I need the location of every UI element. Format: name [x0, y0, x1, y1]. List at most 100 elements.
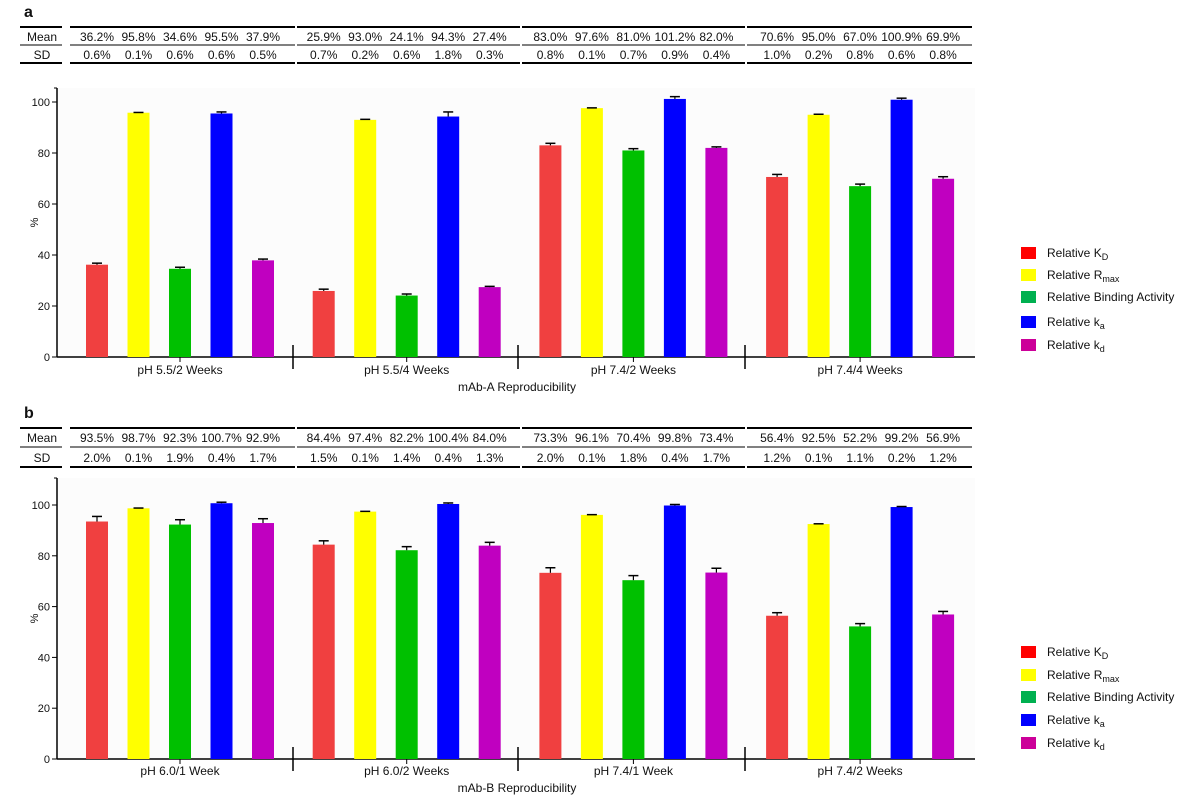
bar: [86, 264, 108, 357]
y-tick-label: 80: [38, 148, 50, 160]
table-sd-value: 0.7%: [620, 48, 648, 62]
legend-label-text: Relative k: [1047, 338, 1101, 352]
bar: [478, 545, 501, 759]
x-axis-title: mAb-B Reproducibility: [458, 781, 577, 795]
legend-label: Relative Rmax: [1047, 668, 1120, 684]
table-mean-value: 93.0%: [348, 30, 382, 44]
bar: [890, 99, 913, 357]
table-sd-value: 0.6%: [166, 48, 194, 62]
legend-label-text: Relative R: [1047, 268, 1103, 282]
legend-swatch: [1021, 269, 1036, 281]
table-mean-value: 94.3%: [431, 30, 465, 44]
table-mean-value: 92.3%: [163, 431, 197, 445]
table-sd-value: 0.2%: [888, 451, 916, 465]
table-mean-value: 73.4%: [699, 431, 733, 445]
legend-label-text: Relative k: [1047, 315, 1101, 329]
legend-swatch: [1021, 669, 1036, 681]
legend-swatch: [1021, 737, 1036, 749]
table-sd-value: 0.3%: [476, 48, 504, 62]
table-mean-value: 56.4%: [760, 431, 794, 445]
bar: [849, 186, 872, 357]
bar: [766, 176, 789, 357]
bar: [663, 505, 686, 759]
legend-label-subscript: D: [1102, 252, 1109, 262]
table-sd-value: 1.7%: [249, 451, 277, 465]
table-mean-value: 69.9%: [926, 30, 960, 44]
table-sd-value: 1.4%: [393, 451, 421, 465]
table-sd-value: 2.0%: [83, 451, 111, 465]
table-sd-value: 0.1%: [352, 451, 380, 465]
legend-swatch: [1021, 714, 1036, 726]
legend-label: Relative Binding Activity: [1047, 690, 1174, 704]
category-label: pH 5.5/2 Weeks: [137, 363, 222, 377]
legend-swatch: [1021, 247, 1036, 259]
table-sd-value: 0.2%: [352, 48, 380, 62]
table-sd-value: 0.1%: [805, 451, 833, 465]
table-sd-value: 0.7%: [310, 48, 338, 62]
bar: [807, 524, 830, 759]
table-mean-value: 96.1%: [575, 431, 609, 445]
legend: Relative KD Relative Rmax Relative Binding…: [1021, 246, 1174, 354]
table-sd-value: 0.5%: [249, 48, 277, 62]
legend-label-text: Relative R: [1047, 668, 1103, 682]
table-mean-value: 84.4%: [307, 431, 341, 445]
bar: [766, 615, 789, 759]
legend-swatch: [1021, 646, 1036, 658]
table-row-label-mean: Mean: [27, 431, 57, 445]
table-mean-value: 83.0%: [533, 30, 567, 44]
table-row-label-sd: SD: [34, 451, 51, 465]
category-label: pH 6.0/2 Weeks: [364, 764, 449, 778]
legend-label: Relative ka: [1047, 713, 1105, 729]
bar: [252, 523, 274, 759]
bar: [932, 614, 955, 759]
table-mean-value: 52.2%: [843, 431, 877, 445]
bar: [395, 550, 418, 759]
bar: [539, 145, 562, 357]
bar: [849, 626, 872, 759]
legend-swatch: [1021, 691, 1036, 703]
table-sd-value: 0.8%: [929, 48, 957, 62]
table-sd-value: 0.8%: [537, 48, 565, 62]
legend-label-text: Relative Binding Activity: [1047, 690, 1174, 704]
table-sd-value: 0.6%: [83, 48, 111, 62]
y-tick-label: 100: [32, 97, 50, 109]
table-mean-value: 95.8%: [121, 30, 155, 44]
table-sd-value: 0.4%: [208, 451, 236, 465]
table-sd-value: 1.2%: [763, 451, 791, 465]
table-sd-value: 0.9%: [661, 48, 689, 62]
table-sd-value: 1.1%: [846, 451, 874, 465]
panel-b: b Mean SD 93.5% 2.0% 98.7% 0.1% 92.3% 1.9% 100.7%…: [20, 405, 1174, 795]
y-tick-label: 20: [38, 301, 50, 313]
plot-area: [58, 478, 975, 759]
table-sd-value: 0.6%: [393, 48, 421, 62]
table-sd-value: 1.3%: [476, 451, 504, 465]
bar: [210, 503, 233, 759]
legend-label-subscript: max: [1102, 274, 1120, 284]
table-sd-value: 0.1%: [578, 48, 606, 62]
table-mean-value: 92.5%: [802, 431, 836, 445]
table-sd-value: 1.5%: [310, 451, 338, 465]
table-sd-value: 0.6%: [888, 48, 916, 62]
table-sd-value: 0.8%: [846, 48, 874, 62]
legend-label-text: Relative k: [1047, 713, 1101, 727]
y-tick-label: 60: [38, 199, 50, 211]
table-mean-value: 100.4%: [428, 431, 469, 445]
y-tick-label: 0: [44, 754, 50, 766]
table-sd-value: 1.9%: [166, 451, 194, 465]
x-axis-title: mAb-A Reproducibility: [458, 380, 576, 394]
table-sd-value: 0.2%: [805, 48, 833, 62]
table-row-label-sd: SD: [34, 48, 51, 62]
y-tick-label: 20: [38, 703, 50, 715]
legend-label-subscript: max: [1102, 674, 1120, 684]
table-mean-value: 95.0%: [802, 30, 836, 44]
table-sd-value: 0.6%: [208, 48, 236, 62]
table-mean-value: 95.5%: [204, 30, 238, 44]
table-mean-value: 97.6%: [575, 30, 609, 44]
legend-label: Relative KD: [1047, 246, 1109, 262]
bar: [127, 508, 150, 759]
table-mean-value: 99.8%: [658, 431, 692, 445]
y-tick-label: 100: [32, 500, 50, 512]
category-label: pH 6.0/1 Week: [140, 764, 220, 778]
table-mean-value: 82.0%: [699, 30, 733, 44]
stats-table: Mean SD 93.5% 2.0% 98.7% 0.1% 92.3% 1.9% 100.7% 0…: [20, 427, 972, 468]
